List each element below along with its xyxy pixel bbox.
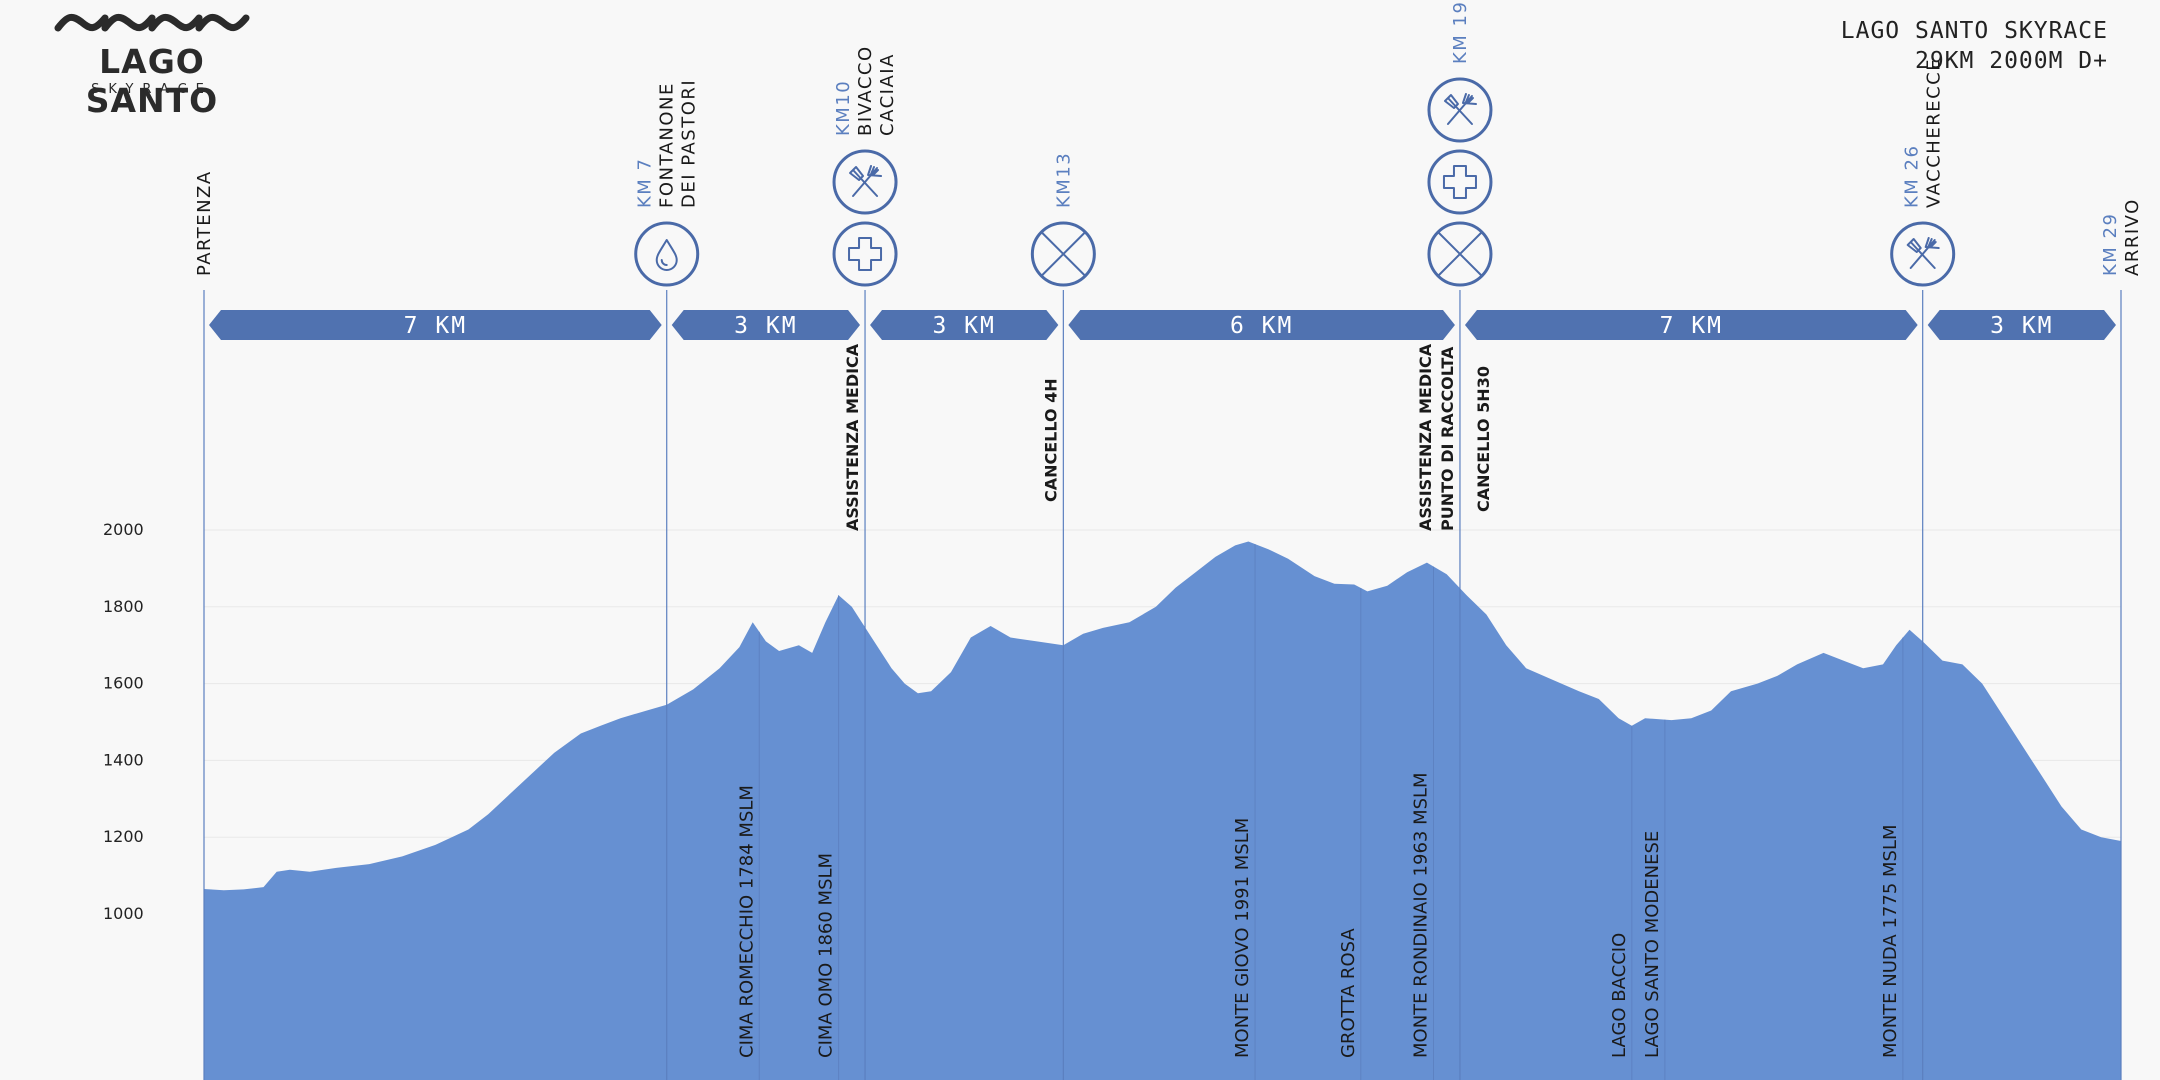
y-tick-label: 2000: [103, 520, 144, 539]
y-tick-label: 1200: [103, 827, 144, 846]
segment-arrow: [1464, 310, 1918, 340]
y-tick-label: 1000: [103, 904, 144, 923]
x-shape: [1437, 232, 1482, 276]
cutoff-x-icon: [1030, 221, 1096, 287]
landmark-label: MONTE NUDA 1775 MSLM: [1880, 824, 1901, 1058]
cross-shape: [848, 237, 883, 271]
landmark-label: GROTTA ROSA: [1338, 928, 1359, 1058]
segment-arrow: [870, 310, 1059, 340]
checkpoint-name-label: FONTANONE: [657, 82, 678, 208]
icon-circle: [634, 221, 700, 287]
food-utensils-icon: [832, 149, 898, 215]
y-tick-label: 1400: [103, 750, 144, 769]
cutoff-x-icon: [1427, 221, 1493, 287]
segment-distance-label: 7 KM: [1660, 313, 1723, 339]
segment-arrow: [209, 310, 662, 340]
segment-distance-label: 3 KM: [932, 313, 995, 339]
segment-distance-label: 3 KM: [1990, 313, 2053, 339]
logo-title: LAGO SANTO: [85, 42, 219, 120]
landmark-label: MONTE RONDINAIO 1963 MSLM: [1411, 772, 1432, 1058]
landmark-label: CIMA OMO 1860 MSLM: [816, 853, 837, 1058]
checkpoint-service-label: ASSISTENZA MEDICA: [1416, 343, 1435, 531]
landmark-label: CIMA ROMECCHIO 1784 MSLM: [736, 785, 757, 1058]
checkpoint-km-label: KM 26: [1902, 145, 1923, 208]
x-shape: [1041, 232, 1086, 276]
checkpoint-km-label: KM 19: [1450, 1, 1471, 64]
water-drop-icon: [634, 221, 700, 287]
food-utensils-icon: [1427, 77, 1493, 143]
segment-arrow: [671, 310, 861, 340]
medical-cross-icon: [1427, 149, 1493, 215]
checkpoint-km-label: KM 29: [2100, 213, 2121, 276]
icon-circle: [832, 221, 898, 287]
logo-wave-line: [54, 13, 250, 32]
logo-subtitle: SKYRACE: [91, 82, 213, 97]
checkpoint-name-label: CACIAIA: [877, 53, 898, 136]
drop-highlight: [660, 259, 668, 266]
checkpoint-name-label: DEI PASTORI: [679, 79, 700, 208]
race-title-line2: 29KM 2000M D+: [1914, 48, 2108, 74]
y-tick-label: 1800: [103, 597, 144, 616]
race-title: LAGO SANTO SKYRACE 29KM 2000M D+: [1841, 16, 2108, 76]
checkpoint-service-label: PUNTO DI RACCOLTA: [1438, 346, 1457, 531]
fork-shape: [1446, 93, 1477, 125]
segment-arrow: [1068, 310, 1455, 340]
checkpoint-km-label: KM13: [1053, 152, 1074, 208]
checkpoint-service-label: CANCELLO 5H30: [1474, 366, 1493, 512]
checkpoint-service-label: CANCELLO 4H: [1041, 378, 1060, 502]
fork-shape: [852, 165, 883, 197]
segment-arrow: [1927, 310, 2116, 340]
checkpoint-km-label: KM10: [833, 80, 854, 136]
checkpoint-km-label: KM 7: [635, 157, 656, 208]
icon-circle: [1427, 149, 1493, 215]
checkpoint-service-label: ASSISTENZA MEDICA: [843, 343, 862, 531]
landmark-label: LAGO BACCIO: [1609, 933, 1630, 1058]
checkpoint-name-label: VACCHERECCE: [1924, 58, 1945, 208]
logo-wave-icon: [54, 13, 250, 32]
drop-shape: [655, 239, 678, 271]
medical-cross-icon: [832, 221, 898, 287]
fork-shape: [1909, 237, 1940, 269]
food-utensils-icon: [1890, 221, 1956, 287]
cross-shape: [1442, 165, 1477, 199]
race-title-line1: LAGO SANTO SKYRACE: [1840, 18, 2108, 44]
segment-distance-label: 6 KM: [1230, 313, 1293, 339]
checkpoint-name-label: BIVACCO: [855, 45, 876, 136]
checkpoint-name-label: ARRIVO: [2122, 198, 2143, 276]
landmark-label: MONTE GIOVO 1991 MSLM: [1232, 818, 1253, 1058]
y-tick-label: 1600: [103, 674, 144, 693]
checkpoint-name-label: PARTENZA: [194, 170, 215, 276]
segment-distance-label: 3 KM: [734, 313, 797, 339]
elevation-area: [204, 541, 2121, 1080]
landmark-label: LAGO SANTO MODENESE: [1642, 831, 1663, 1058]
segment-distance-label: 7 KM: [404, 313, 467, 339]
